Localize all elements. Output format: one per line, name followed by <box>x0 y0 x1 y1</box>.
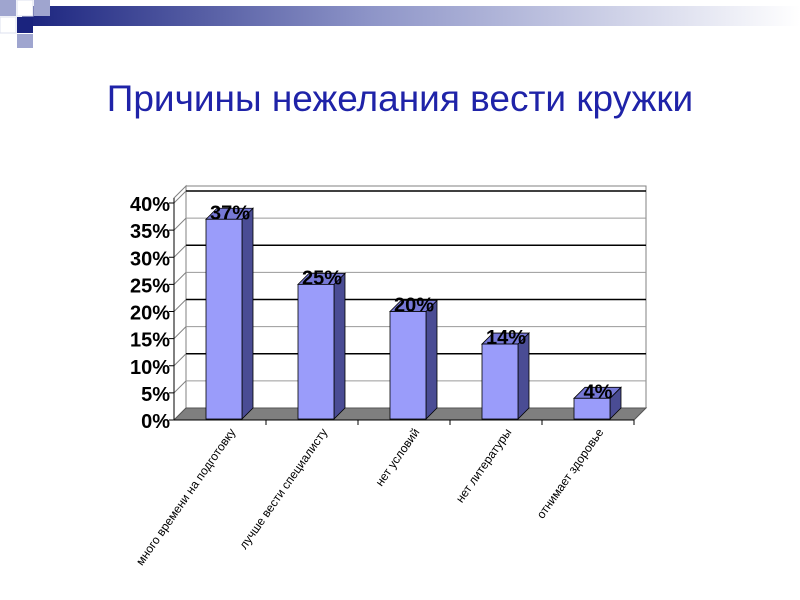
decor-square <box>34 0 50 16</box>
bar-side <box>333 272 346 420</box>
y-tick-label: 0% <box>141 411 170 433</box>
y-tick-label: 40% <box>130 194 170 216</box>
bar <box>573 397 611 420</box>
bar <box>205 218 243 420</box>
x-tick-label: лучше вести специалисту <box>236 426 330 552</box>
data-label: 25% <box>302 267 342 289</box>
y-tick-label: 35% <box>130 221 170 243</box>
decor-square <box>17 34 33 48</box>
plot-side-wall <box>173 184 187 422</box>
gridline-side <box>173 190 187 204</box>
gridline-side <box>173 217 187 231</box>
decor-square <box>0 16 17 34</box>
y-tick-label: 5% <box>141 384 170 406</box>
data-label: 37% <box>210 202 250 224</box>
slide-decoration <box>0 0 800 48</box>
x-tick-label: нет литературы <box>453 426 515 506</box>
bar <box>481 343 519 420</box>
data-label: 14% <box>486 327 526 349</box>
bar-side <box>241 207 254 420</box>
x-tick-label: много времени на подготовку <box>133 426 238 568</box>
gridline-side <box>173 353 187 367</box>
data-label: 4% <box>584 381 613 403</box>
gridline-side <box>173 326 187 339</box>
decor-square <box>16 0 34 17</box>
decor-square <box>0 0 16 16</box>
gridline-side <box>173 244 187 258</box>
slide-title: Причины нежелания вести кружки <box>106 78 694 119</box>
x-tick-label: отнимает здоровье <box>534 425 607 521</box>
bar <box>389 311 427 420</box>
bar <box>297 283 335 420</box>
decor-bar <box>22 6 800 26</box>
y-tick-label: 10% <box>130 357 170 379</box>
y-tick-label: 20% <box>130 303 170 325</box>
bar-side <box>425 299 438 420</box>
y-tick-label: 30% <box>130 248 170 270</box>
gridline-side <box>173 380 187 394</box>
y-tick-label: 25% <box>130 275 170 297</box>
x-tick-label: нет условий <box>372 426 422 489</box>
decor-square <box>17 17 33 33</box>
data-label: 20% <box>394 295 434 317</box>
y-tick-label: 15% <box>130 330 170 352</box>
gridline-side <box>173 272 187 285</box>
gridline-side <box>173 299 187 312</box>
